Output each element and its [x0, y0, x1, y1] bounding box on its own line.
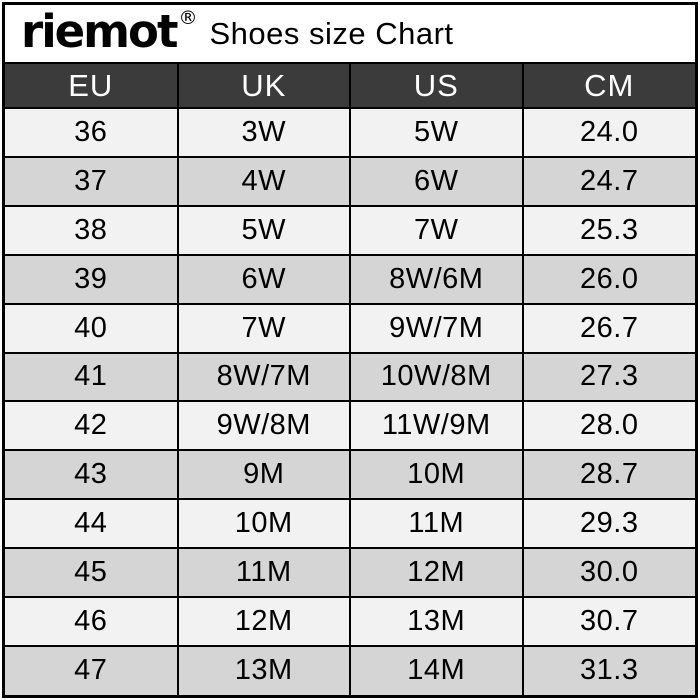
size-cell-uk: 4W	[176, 155, 351, 207]
size-cell-us: 12M	[349, 547, 524, 599]
table-row: 44 10M 11M 29.3	[5, 498, 695, 550]
size-cell-us: 9W/7M	[349, 302, 524, 354]
size-cell-eu: 38	[5, 204, 179, 256]
table-row: 37 4W 6W 24.7	[5, 155, 695, 207]
size-cell-cm: 29.3	[521, 498, 695, 550]
size-cell-uk: 13M	[176, 644, 351, 695]
size-cell-uk: 6W	[176, 253, 351, 305]
size-cell-uk: 9M	[176, 449, 351, 501]
size-cell-eu: 39	[5, 253, 179, 305]
size-cell-eu: 36	[5, 107, 179, 158]
column-header-uk: UK	[176, 64, 351, 109]
registered-trademark-icon: ®	[178, 6, 198, 29]
column-header-eu: EU	[5, 64, 179, 109]
size-cell-cm: 25.3	[521, 204, 695, 256]
size-cell-uk: 8W/7M	[176, 351, 351, 403]
size-cell-us: 10W/8M	[349, 351, 524, 403]
size-cell-us: 5W	[349, 107, 524, 158]
size-cell-uk: 11M	[176, 547, 351, 599]
header-row: EU UK US CM	[5, 64, 695, 109]
size-cell-eu: 47	[5, 644, 179, 695]
size-cell-eu: 42	[5, 400, 179, 452]
size-cell-us: 10M	[349, 449, 524, 501]
table-row: 36 3W 5W 24.0	[5, 107, 695, 158]
size-conversion-table: EU UK US CM 36 3W 5W 24.0 37 4W 6W 24.7 38 5W 7W 25…	[5, 64, 695, 695]
size-cell-eu: 43	[5, 449, 179, 501]
size-cell-cm: 24.0	[521, 107, 695, 158]
size-cell-uk: 7W	[176, 302, 351, 354]
page-title: Shoes size Chart	[209, 15, 454, 51]
column-header-us: US	[349, 64, 524, 109]
size-cell-us: 11M	[349, 498, 524, 550]
table-row: 42 9W/8M 11W/9M 28.0	[5, 400, 695, 452]
size-cell-uk: 3W	[176, 107, 351, 158]
size-cell-eu: 37	[5, 155, 179, 207]
size-cell-cm: 28.0	[521, 400, 695, 452]
size-cell-eu: 44	[5, 498, 179, 550]
table-row: 38 5W 7W 25.3	[5, 204, 695, 256]
size-cell-eu: 40	[5, 302, 179, 354]
size-cell-us: 11W/9M	[349, 400, 524, 452]
size-cell-cm: 30.7	[521, 596, 695, 647]
size-cell-us: 13M	[349, 596, 524, 647]
size-cell-us: 8W/6M	[349, 253, 524, 305]
table-header: EU UK US CM	[5, 64, 695, 109]
table-row: 39 6W 8W/6M 26.0	[5, 253, 695, 305]
table-row: 41 8W/7M 10W/8M 27.3	[5, 351, 695, 403]
table-row: 45 11M 12M 30.0	[5, 547, 695, 599]
size-cell-cm: 28.7	[521, 449, 695, 501]
size-cell-eu: 45	[5, 547, 179, 599]
size-cell-cm: 26.0	[521, 253, 695, 305]
size-cell-cm: 26.7	[521, 302, 695, 354]
table-row: 47 13M 14M 31.3	[5, 644, 695, 695]
size-cell-cm: 24.7	[521, 155, 695, 207]
size-cell-eu: 41	[5, 351, 179, 403]
size-cell-us: 7W	[349, 204, 524, 256]
column-header-cm: CM	[521, 64, 695, 109]
size-cell-uk: 10M	[176, 498, 351, 550]
brand-logo: riemot	[21, 5, 178, 58]
size-cell-cm: 27.3	[521, 351, 695, 403]
size-cell-cm: 31.3	[521, 644, 695, 695]
size-cell-eu: 46	[5, 596, 179, 647]
size-cell-uk: 12M	[176, 596, 351, 647]
size-table-body: 36 3W 5W 24.0 37 4W 6W 24.7 38 5W 7W 25.3 39 6W 8W/6M 2…	[5, 107, 695, 695]
size-cell-us: 14M	[349, 644, 524, 695]
table-row: 40 7W 9W/7M 26.7	[5, 302, 695, 354]
size-cell-us: 6W	[349, 155, 524, 207]
size-cell-uk: 5W	[176, 204, 351, 256]
title-bar: riemot ® Shoes size Chart	[5, 5, 695, 64]
size-cell-cm: 30.0	[521, 547, 695, 599]
table-row: 46 12M 13M 30.7	[5, 596, 695, 647]
table-row: 43 9M 10M 28.7	[5, 449, 695, 501]
size-cell-uk: 9W/8M	[176, 400, 351, 452]
